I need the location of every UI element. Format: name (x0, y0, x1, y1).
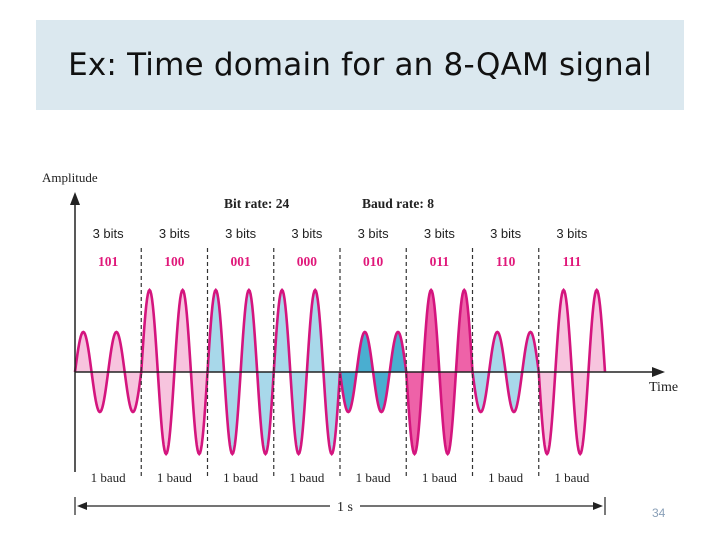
bits-label: 3 bits (556, 226, 588, 241)
bits-label: 3 bits (424, 226, 456, 241)
baud-dividers (140, 248, 540, 478)
y-axis-arrow-icon (70, 192, 80, 205)
baud-label: 1 baud (289, 470, 325, 485)
bits-label: 3 bits (93, 226, 125, 241)
code-label: 000 (297, 254, 318, 269)
bits-label: 3 bits (358, 226, 390, 241)
bits-label: 3 bits (159, 226, 191, 241)
code-label: 100 (164, 254, 185, 269)
code-label: 101 (98, 254, 119, 269)
baud-label: 1 baud (223, 470, 259, 485)
code-label: 010 (363, 254, 384, 269)
baud-labels: 1 baud 1 baud 1 baud 1 baud 1 baud 1 baud 1 ba… (91, 470, 590, 485)
code-label: 011 (430, 254, 450, 269)
bits-label: 3 bits (225, 226, 257, 241)
slide-number: 34 (652, 506, 666, 520)
x-axis-arrow-icon (652, 367, 665, 377)
baud-label: 1 baud (157, 470, 193, 485)
duration-label: 1 s (337, 500, 353, 515)
bits-label: 3 bits (291, 226, 323, 241)
baud-label: 1 baud (356, 470, 392, 485)
bits-label: 3 bits (490, 226, 522, 241)
baud-label: 1 baud (91, 470, 127, 485)
code-label: 001 (231, 254, 252, 269)
duration-left-arrow-icon (77, 502, 87, 510)
baud-label: 1 baud (488, 470, 524, 485)
baud-rate-label: Baud rate: 8 (362, 196, 434, 211)
segment-labels: 3 bits 101 3 bits 100 3 bits 001 3 bits 000 3 bi… (93, 226, 588, 269)
duration-right-arrow-icon (593, 502, 603, 510)
code-label: 111 (562, 254, 581, 269)
slide-title: Ex: Time domain for an 8-QAM signal (68, 47, 652, 83)
baud-label: 1 baud (554, 470, 590, 485)
title-bar: Ex: Time domain for an 8-QAM signal (36, 20, 684, 110)
baud-label: 1 baud (422, 470, 458, 485)
code-label: 110 (496, 254, 516, 269)
bit-rate-label: Bit rate: 24 (224, 196, 289, 211)
x-axis-label: Time (649, 380, 678, 395)
y-axis-label: Amplitude (42, 170, 98, 185)
